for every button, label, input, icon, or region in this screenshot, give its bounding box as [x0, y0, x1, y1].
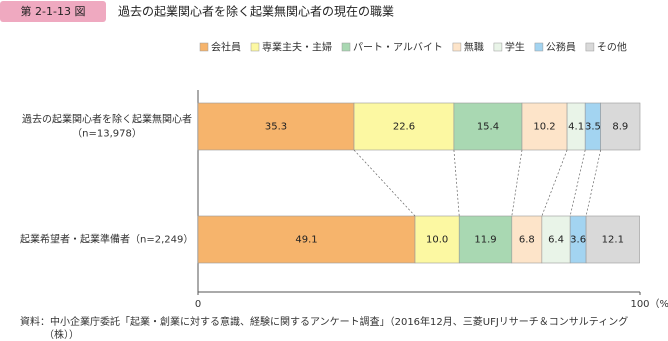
data-label: 22.6	[393, 122, 415, 133]
legend-swatch	[341, 42, 351, 52]
legend-swatch	[585, 42, 595, 52]
figure-label: 第 2-1-13 図	[21, 4, 86, 18]
bar-segment	[414, 215, 460, 264]
data-label: 11.9	[474, 235, 496, 246]
legend-swatch	[199, 42, 209, 52]
x-tick-label: 100	[630, 299, 649, 310]
legend-label: 専業主夫・主婦	[262, 41, 332, 54]
data-label: 35.3	[265, 122, 287, 133]
source-note: 資料：中小企業庁委託「起業・創業に対する意識、経験に関するアンケート調査」（20…	[20, 315, 628, 328]
source-note: （株））	[44, 328, 79, 341]
connector	[569, 149, 586, 217]
chart-title: 過去の起業関心者を除く起業無関心者の現在の職業	[118, 4, 394, 19]
data-label: 12.1	[602, 235, 624, 246]
data-label: 3.6	[570, 235, 586, 246]
figure-label-box	[0, 1, 106, 22]
bar-segment	[521, 102, 568, 151]
connector	[511, 149, 523, 217]
data-label: 6.8	[519, 235, 535, 246]
data-label: 15.4	[477, 122, 499, 133]
bar-segment	[197, 215, 416, 264]
connector	[585, 149, 602, 217]
bar-segment	[541, 215, 571, 264]
legend-swatch	[452, 42, 462, 52]
data-label: 10.2	[533, 122, 555, 133]
legend-label: 無職	[464, 41, 484, 54]
connector	[541, 149, 568, 217]
category-label: 過去の起業関心者を除く起業無関心者	[22, 113, 192, 126]
data-label: 10.0	[426, 235, 448, 246]
sample-size: （n=2,249）	[130, 234, 193, 246]
legend-swatch	[493, 42, 503, 52]
legend-label: その他	[597, 41, 627, 54]
legend-label: 学生	[505, 41, 525, 54]
connector	[453, 149, 460, 217]
data-label: 8.9	[612, 122, 628, 133]
connector	[353, 149, 416, 217]
bar-segment	[585, 215, 640, 264]
legend-label: 公務員	[546, 41, 576, 54]
category-label: 起業希望者・起業準備者	[20, 233, 130, 246]
data-label: 6.4	[548, 235, 564, 246]
legend-swatch	[250, 42, 260, 52]
bar-segment	[600, 102, 641, 151]
x-tick-label: 0	[195, 299, 201, 310]
bar-segment	[511, 215, 543, 264]
legend-label: 会社員	[211, 41, 241, 54]
x-unit: （%）	[650, 298, 668, 310]
data-label: 4.1	[568, 122, 584, 133]
bar-segment	[453, 102, 523, 151]
bar-segment	[197, 102, 355, 151]
bar-segment	[458, 215, 513, 264]
sample-size: （n=13,978）	[72, 128, 142, 140]
legend-label: パート・アルバイト	[353, 42, 443, 54]
data-label: 3.5	[585, 122, 601, 133]
legend-swatch	[534, 42, 544, 52]
data-label: 49.1	[295, 235, 317, 246]
